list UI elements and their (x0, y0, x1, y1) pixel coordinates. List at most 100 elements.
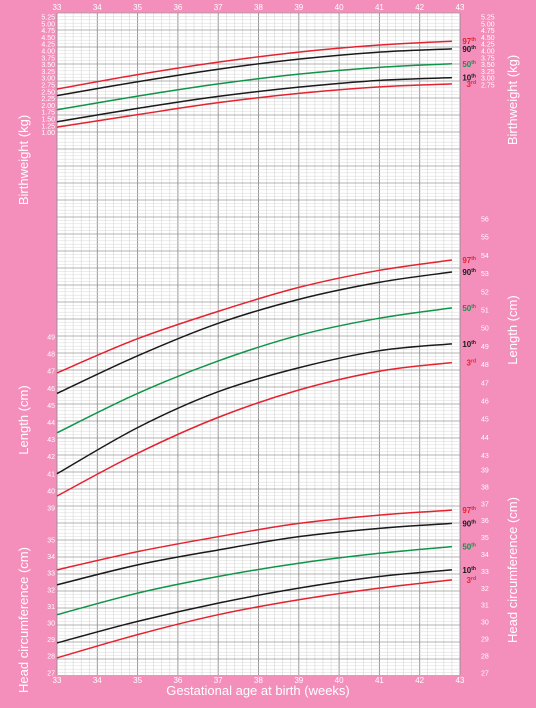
y-tick-label-left: 41 (47, 471, 55, 478)
y-tick-label-right: 33 (481, 569, 489, 576)
y-tick-label-left: 39 (47, 506, 55, 513)
y-tick-label-left: 40 (47, 488, 55, 495)
y-tick-label-left: 28 (47, 654, 55, 661)
y-tick-label-left: 2.75 (41, 83, 55, 90)
y-tick-label-left: 49 (47, 335, 55, 342)
y-tick-label-right: 28 (481, 653, 489, 660)
y-axis-title-length-right: Length (cm) (505, 295, 520, 364)
y-tick-label-right: 37 (481, 501, 489, 508)
y-tick-label-left: 1.25 (41, 123, 55, 130)
x-tick-label-bottom: 37 (214, 676, 223, 685)
x-tick-label-bottom: 33 (53, 676, 62, 685)
y-tick-label-left: 44 (47, 420, 55, 427)
y-axis-title-head-left: Head circumference (cm) (16, 547, 31, 693)
y-tick-label-left: 1.00 (41, 130, 55, 137)
series-line-head-circumference-3 (56, 579, 453, 659)
series-label-superscript: rd (471, 576, 476, 582)
series-label-superscript: th (471, 506, 476, 512)
y-tick-label-left: 30 (47, 621, 55, 628)
y-tick-label-left: 32 (47, 587, 55, 594)
y-tick-label-left: 3.50 (41, 62, 55, 69)
y-tick-label-right: 27 (481, 670, 489, 677)
series-label-length-97: 97th (462, 256, 476, 265)
y-tick-label-left: 1.50 (41, 117, 55, 124)
series-label-birthweight-50: 50th (462, 60, 476, 69)
series-label-superscript: th (471, 256, 476, 262)
y-tick-label-left: 45 (47, 403, 55, 410)
x-tick-label-top: 34 (93, 3, 102, 12)
series-line-length-3 (56, 361, 453, 497)
series-label-length-10: 10th (462, 340, 476, 349)
y-tick-label-left: 33 (47, 571, 55, 578)
y-tick-label-left: 3.00 (41, 76, 55, 83)
x-tick-label-bottom: 40 (335, 676, 344, 685)
y-tick-label-left: 42 (47, 454, 55, 461)
y-tick-label-right: 3.25 (481, 69, 495, 76)
y-tick-label-left: 31 (47, 604, 55, 611)
series-line-birthweight-10 (56, 76, 452, 123)
y-tick-label-left: 35 (47, 538, 55, 545)
y-tick-label-right: 56 (481, 217, 489, 224)
series-line-length-97 (56, 259, 453, 374)
y-tick-label-left: 4.25 (41, 42, 55, 49)
y-tick-label-right: 34 (481, 552, 489, 559)
x-tick-label-top: 39 (294, 3, 303, 12)
grid (56, 12, 461, 675)
y-tick-label-right: 55 (481, 235, 489, 242)
y-tick-label-left: 4.50 (41, 35, 55, 42)
y-tick-label-right: 5.25 (481, 15, 495, 22)
series-label-head-circumference-10: 10th (462, 566, 476, 575)
y-tick-label-right: 49 (481, 344, 489, 351)
y-tick-label-right: 4.25 (481, 42, 495, 49)
x-tick-label-bottom: 41 (375, 676, 384, 685)
series-label-superscript: th (471, 60, 476, 66)
x-tick-label-top: 37 (214, 3, 223, 12)
y-tick-label-left: 4.00 (41, 49, 55, 56)
y-tick-label-right: 54 (481, 253, 489, 260)
x-axis-title: Gestational age at birth (weeks) (166, 683, 350, 698)
series-line-head-circumference-97 (56, 509, 452, 571)
x-tick-label-top: 43 (456, 3, 465, 12)
series-label-superscript: th (471, 74, 476, 80)
x-tick-label-top: 38 (254, 3, 263, 12)
series-line-length-90 (56, 271, 453, 395)
x-tick-label-top: 42 (415, 3, 424, 12)
series-label-head-circumference-3: 3rd (467, 576, 476, 585)
y-tick-label-left: 5.00 (41, 21, 55, 28)
y-tick-label-left: 46 (47, 386, 55, 393)
series-label-superscript: rd (471, 359, 476, 365)
series-line-birthweight-50 (56, 63, 452, 111)
y-tick-label-right: 5.00 (481, 21, 495, 28)
x-tick-label-bottom: 36 (173, 676, 182, 685)
series-label-superscript: rd (471, 80, 476, 86)
x-tick-label-bottom: 35 (133, 676, 142, 685)
y-axis-title-birthweight-left: Birthweight (kg) (16, 115, 31, 205)
y-tick-label-left: 2.00 (41, 103, 55, 110)
series-line-head-circumference-90 (56, 522, 452, 586)
x-tick-label-bottom: 42 (415, 676, 424, 685)
y-tick-label-right: 53 (481, 271, 489, 278)
series-label-length-3: 3rd (467, 359, 476, 368)
y-tick-label-right: 4.50 (481, 35, 495, 42)
y-tick-label-left: 29 (47, 637, 55, 644)
y-tick-label-right: 50 (481, 326, 489, 333)
y-tick-label-right: 3.00 (481, 76, 495, 83)
y-tick-label-right: 32 (481, 586, 489, 593)
series-label-superscript: th (471, 566, 476, 572)
series-line-head-circumference-10 (56, 569, 453, 644)
y-tick-label-right: 3.75 (481, 55, 495, 62)
y-tick-label-right: 44 (481, 435, 489, 442)
series-label-superscript: th (471, 37, 476, 43)
x-tick-label-bottom: 39 (294, 676, 303, 685)
centile-curves: 97th90th50th10th3rd97th90th50th10th3rd97… (56, 37, 476, 659)
y-tick-label-left: 1.75 (41, 110, 55, 117)
y-tick-label-right: 46 (481, 399, 489, 406)
y-tick-label-right: 4.75 (481, 28, 495, 35)
series-label-superscript: th (471, 304, 476, 310)
y-tick-label-left: 5.25 (41, 15, 55, 22)
y-tick-label-right: 2.75 (481, 83, 495, 90)
y-tick-label-left: 2.50 (41, 89, 55, 96)
series-line-head-circumference-50 (56, 545, 453, 616)
y-tick-label-right: 30 (481, 620, 489, 627)
